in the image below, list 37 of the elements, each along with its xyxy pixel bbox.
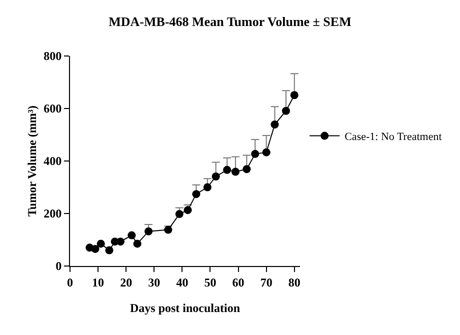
y-tick-label: 400 bbox=[44, 154, 62, 168]
x-axis-title: Days post inoculation bbox=[130, 301, 240, 315]
chart-title: MDA-MB-468 Mean Tumor Volume ± SEM bbox=[108, 14, 352, 29]
y-tick-label: 600 bbox=[44, 102, 62, 116]
point bbox=[96, 240, 105, 248]
point bbox=[251, 150, 260, 158]
point bbox=[223, 166, 232, 174]
point bbox=[192, 190, 200, 198]
x-tick-label: 0 bbox=[67, 275, 73, 290]
x-tick-label: 30 bbox=[148, 275, 160, 290]
x-tick-label: 10 bbox=[92, 275, 104, 290]
y-tick-label: 200 bbox=[44, 206, 62, 221]
x-tick-label: 50 bbox=[204, 275, 216, 290]
x-tick-label: 70 bbox=[260, 275, 272, 290]
point bbox=[290, 91, 298, 100]
point bbox=[231, 168, 240, 176]
y-tick-label: 800 bbox=[44, 49, 62, 64]
point bbox=[128, 231, 136, 240]
point bbox=[133, 240, 142, 248]
point bbox=[184, 206, 192, 214]
y-axis-title: Tumor Volume (mm³) bbox=[25, 106, 39, 216]
point bbox=[242, 165, 251, 174]
legend-label: Case-1: No Treatment bbox=[344, 131, 442, 144]
point bbox=[175, 210, 184, 218]
point bbox=[144, 227, 153, 236]
x-tick-label: 40 bbox=[176, 275, 188, 290]
point bbox=[105, 246, 114, 254]
x-tick-label: 20 bbox=[120, 275, 132, 290]
x-tick-label: 80 bbox=[288, 275, 300, 290]
x-tick-label: 60 bbox=[232, 275, 244, 290]
point bbox=[282, 106, 290, 115]
point bbox=[164, 226, 172, 234]
y-tick-label: 0 bbox=[56, 259, 62, 274]
point bbox=[262, 148, 270, 156]
point bbox=[212, 172, 220, 180]
point bbox=[270, 120, 279, 129]
point bbox=[203, 183, 212, 192]
